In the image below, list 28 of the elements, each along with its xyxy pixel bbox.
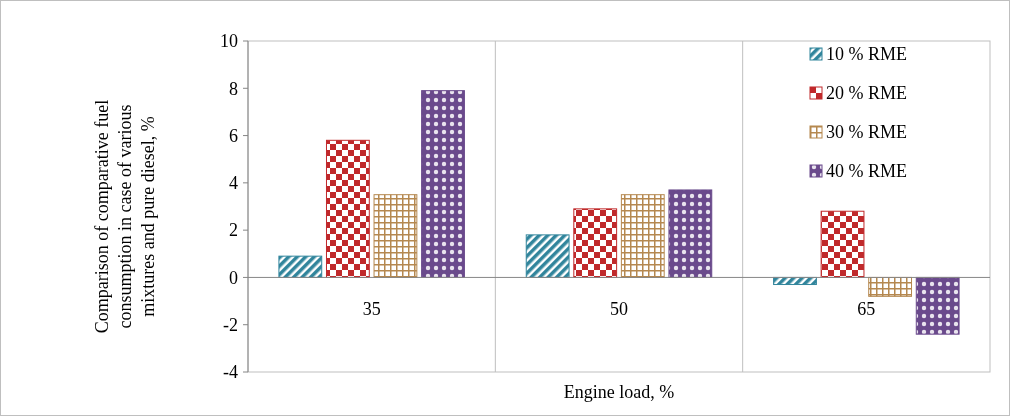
bar: [620, 194, 665, 278]
x-tick-label: 50: [610, 299, 628, 320]
bar: [573, 208, 618, 278]
y-tick-label: 0: [229, 267, 238, 288]
bar: [525, 234, 570, 278]
legend-label: 40 % RME: [826, 161, 907, 182]
bar: [325, 139, 370, 278]
x-tick-label: 65: [857, 299, 876, 320]
bar: [868, 276, 913, 297]
y-tick-label: 8: [229, 78, 238, 99]
y-tick-label: 4: [229, 173, 238, 194]
y-tick-label: 6: [229, 125, 238, 146]
y-tick-label: -2: [223, 315, 238, 336]
bar: [915, 276, 960, 335]
bar: [668, 189, 713, 278]
bar: [278, 255, 323, 278]
bar: [820, 210, 865, 278]
bar: [373, 194, 418, 278]
legend-label: 30 % RME: [826, 122, 907, 143]
y-tick-label: 10: [220, 31, 238, 52]
y-axis-title: Comparison of comparative fuel consumption in case of various mixtures and pure diesel, %: [92, 99, 158, 334]
legend-label: 10 % RME: [826, 44, 907, 65]
y-tick-label: 2: [229, 220, 238, 241]
y-tick-label: -4: [223, 362, 238, 383]
legend-label: 20 % RME: [826, 83, 907, 104]
bar: [421, 90, 465, 278]
x-axis-title: Engine load, %: [563, 382, 675, 402]
x-tick-label: 35: [362, 299, 381, 320]
